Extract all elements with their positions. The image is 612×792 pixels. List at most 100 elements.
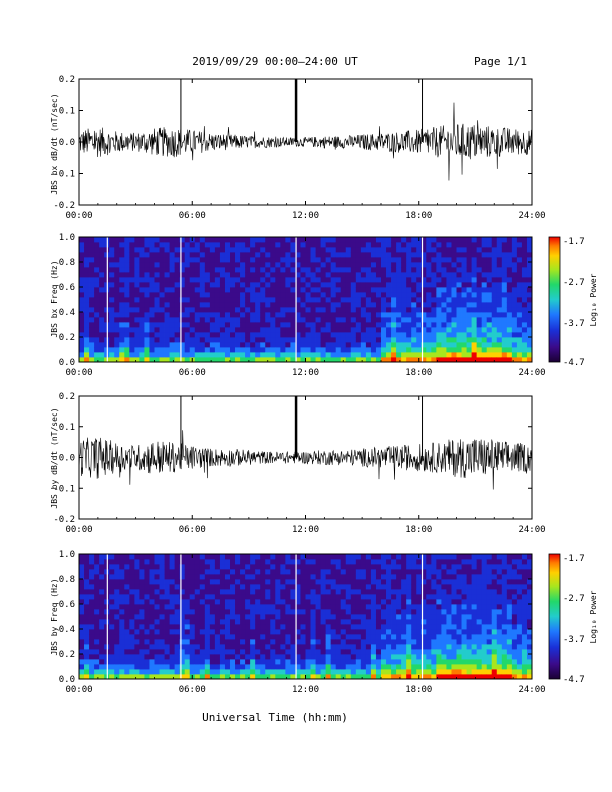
heat-cell (94, 564, 100, 570)
heat-cell (431, 579, 437, 585)
heat-cell (79, 584, 85, 590)
heat-cell (260, 252, 266, 258)
heat-cell (406, 614, 412, 620)
heat-cell (219, 604, 226, 610)
heat-cell (184, 352, 191, 358)
heat-cell (521, 619, 528, 625)
heat-cell (204, 674, 211, 680)
heat-cell (391, 639, 397, 645)
heat-cell (310, 554, 316, 560)
heat-cell (194, 634, 201, 640)
heat-cell (345, 247, 352, 253)
heat-cell (109, 649, 115, 655)
heat-cell (310, 634, 316, 640)
panel-bx-dbdt-ylabel: JBS bx dB/dt (nT/sec) (50, 93, 59, 194)
heat-cell (240, 574, 246, 580)
heat-cell (280, 282, 286, 288)
heat-cell (411, 614, 417, 620)
heat-cell (471, 624, 478, 630)
heat-cell (235, 674, 241, 680)
heat-cell (214, 674, 221, 680)
heat-cell (511, 292, 518, 298)
heat-cell (310, 292, 316, 298)
heat-cell (184, 559, 191, 565)
bx-dbdt-frame (78, 78, 533, 206)
heat-cell (164, 287, 170, 293)
heat-cell (511, 574, 518, 580)
heat-cell (164, 352, 170, 358)
heat-cell (431, 257, 437, 263)
heat-cell (224, 277, 231, 283)
heat-cell (300, 604, 306, 610)
heat-cell (260, 599, 266, 605)
heat-cell (355, 669, 362, 675)
heat-cell (406, 322, 412, 328)
heat-cell (365, 564, 372, 570)
heat-cell (511, 277, 518, 283)
heat-cell (330, 599, 337, 605)
heat-cell (109, 594, 115, 600)
heat-cell (230, 327, 236, 333)
heat-cell (396, 669, 402, 675)
heat-cell (179, 342, 186, 348)
heat-cell (431, 327, 437, 333)
heat-cell (164, 599, 170, 605)
heat-cell (144, 312, 150, 318)
heat-cell (79, 654, 85, 660)
heat-cell (280, 337, 286, 343)
heat-cell (370, 237, 377, 243)
heat-cell (335, 327, 342, 333)
heat-cell (184, 619, 191, 625)
heat-cell (255, 327, 261, 333)
heat-cell (320, 634, 327, 640)
heat-cell (446, 639, 452, 645)
heat-cell (159, 267, 165, 273)
heat-cell (456, 599, 462, 605)
heat-cell (506, 594, 513, 600)
heat-cell (204, 337, 211, 343)
heat-cell (446, 307, 452, 313)
heat-cell (466, 252, 472, 258)
heat-cell (355, 267, 362, 273)
heat-cell (360, 674, 367, 680)
heat-cell (355, 297, 362, 303)
heat-cell (119, 614, 125, 620)
y-tick-label: 0.8 (59, 575, 75, 585)
heat-cell (164, 252, 170, 258)
heat-cell (320, 337, 327, 343)
heat-cell (164, 297, 170, 303)
heat-cell (139, 237, 145, 243)
heat-cell (290, 624, 296, 630)
heat-cell (421, 649, 427, 655)
heat-cell (99, 267, 105, 273)
heat-cell (139, 589, 145, 595)
heat-cell (426, 599, 432, 605)
heat-cell (320, 307, 327, 313)
heat-cell (330, 569, 337, 575)
heat-cell (461, 579, 467, 585)
heat-cell (375, 569, 382, 575)
heat-cell (169, 619, 176, 625)
heat-cell (199, 267, 206, 273)
heat-cell (481, 297, 488, 303)
heat-cell (270, 357, 276, 363)
heat-cell (451, 337, 457, 343)
heat-cell (204, 634, 211, 640)
by-colorbar-tick: -1.7 (563, 554, 585, 564)
heat-cell (300, 322, 306, 328)
heat-cell (330, 559, 337, 565)
heat-cell (169, 247, 176, 253)
heat-cell (99, 332, 105, 338)
heat-cell (179, 322, 186, 328)
heat-cell (466, 282, 472, 288)
heat-cell (189, 574, 196, 580)
heat-cell (386, 599, 392, 605)
heat-cell (330, 619, 337, 625)
heat-cell (461, 654, 467, 660)
heat-cell (214, 277, 221, 283)
heat-cell (446, 624, 452, 630)
heat-cell (99, 352, 105, 358)
heat-cell (245, 564, 251, 570)
heat-cell (174, 317, 181, 323)
heat-cell (199, 589, 206, 595)
